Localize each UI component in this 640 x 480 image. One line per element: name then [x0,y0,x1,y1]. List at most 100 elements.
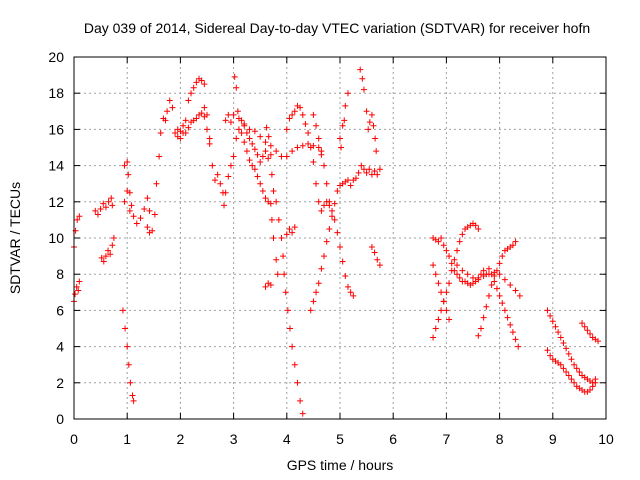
data-point [291,108,298,115]
data-point [360,166,367,173]
data-point [230,153,237,160]
data-point [231,73,238,80]
data-point [477,325,484,332]
series-s8 [144,97,213,236]
series-s9 [174,75,208,142]
data-point [579,320,586,327]
data-point [146,207,153,214]
data-point [454,271,461,278]
data-point [182,117,189,124]
data-point [144,195,151,202]
data-point [459,231,466,238]
data-point [587,387,594,394]
data-point [286,115,293,122]
data-point [363,108,370,115]
data-point [313,289,320,296]
data-point [592,379,599,386]
data-point [339,122,346,129]
data-point [313,122,320,129]
data-point [480,314,487,321]
data-point [294,379,301,386]
data-point [98,254,105,261]
data-point [331,216,338,223]
data-point [105,247,112,254]
x-tick-label: 0 [70,431,78,447]
data-point [97,206,104,213]
y-tick-labels: 0 2 4 6 8 10 12 14 16 18 20 [48,49,64,427]
data-point [488,271,495,278]
data-point [206,140,213,147]
y-tick-label: 20 [48,49,64,65]
series-s17 [307,162,383,314]
data-point [456,238,463,245]
data-point [209,162,216,169]
data-point [291,224,298,231]
data-point [105,198,112,205]
data-point [201,81,208,88]
data-point [323,238,330,245]
y-tick-label: 6 [56,302,64,318]
y-tick-label: 10 [48,230,64,246]
data-point [289,111,296,118]
series-s23 [430,220,482,341]
data-point [169,104,176,111]
data-point [164,108,171,115]
x-tick-label: 6 [389,431,397,447]
data-point [100,258,107,265]
data-point [496,271,503,278]
data-point [257,158,264,165]
x-tick-label: 3 [230,431,238,447]
data-point [267,282,274,289]
data-point [121,198,128,205]
data-point [241,139,248,146]
data-point [275,216,282,223]
data-point [571,361,578,368]
data-point [438,289,445,296]
data-point [464,271,471,278]
data-point [124,158,131,165]
data-point [318,148,325,155]
data-point [560,365,567,372]
data-point [438,307,445,314]
data-point [125,171,132,178]
data-point [129,392,136,399]
data-point [286,225,293,232]
data-point [280,253,287,260]
data-point [440,242,447,249]
data-point [496,260,503,267]
data-point [571,379,578,386]
series-s13 [263,124,306,417]
data-point [326,225,333,232]
data-point [124,343,131,350]
data-point [374,171,381,178]
data-point [262,139,269,146]
y-axis-label: SDTVAR / TECUs [7,182,23,294]
data-point [326,198,333,205]
data-point [246,157,253,164]
data-point [204,126,210,133]
data-point [456,274,463,281]
data-point [193,115,200,122]
series-s15 [283,102,357,299]
data-point [251,128,258,135]
data-point [344,177,351,184]
data-point [144,224,151,231]
data-point [451,256,458,263]
series-s7 [121,187,133,214]
series-s26 [475,238,519,339]
data-point [357,66,364,73]
data-point [557,361,564,368]
data-point [568,376,575,383]
data-point [122,325,129,332]
series-s12 [241,120,325,160]
data-point [251,166,258,173]
data-point [315,280,322,287]
data-point [278,153,285,160]
series-s21 [368,244,383,269]
series-s4 [98,235,117,265]
x-tick-label: 5 [336,431,344,447]
data-point [233,135,240,142]
data-point [342,273,349,280]
y-tick-label: 0 [56,411,64,427]
data-point [507,282,514,289]
